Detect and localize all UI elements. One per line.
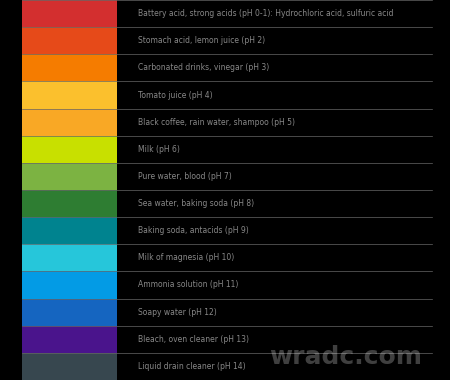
Bar xyxy=(22,326,117,353)
Text: Black coffee, rain water, shampoo (pH 5): Black coffee, rain water, shampoo (pH 5) xyxy=(138,118,295,127)
Text: Liquid drain cleaner (pH 14): Liquid drain cleaner (pH 14) xyxy=(138,362,246,371)
Text: Tomato juice (pH 4): Tomato juice (pH 4) xyxy=(138,90,213,100)
Bar xyxy=(22,109,117,136)
Bar xyxy=(22,271,117,299)
Bar xyxy=(22,0,117,27)
Bar xyxy=(22,217,117,244)
Text: Milk (pH 6): Milk (pH 6) xyxy=(138,145,180,154)
Bar xyxy=(22,299,117,326)
Text: Stomach acid, lemon juice (pH 2): Stomach acid, lemon juice (pH 2) xyxy=(138,36,265,45)
Text: Battery acid, strong acids (pH 0-1): Hydrochloric acid, sulfuric acid: Battery acid, strong acids (pH 0-1): Hyd… xyxy=(138,9,394,18)
Text: Soapy water (pH 12): Soapy water (pH 12) xyxy=(138,308,217,317)
Text: Baking soda, antacids (pH 9): Baking soda, antacids (pH 9) xyxy=(138,226,249,235)
Text: Sea water, baking soda (pH 8): Sea water, baking soda (pH 8) xyxy=(138,199,254,208)
Bar xyxy=(22,54,117,81)
Text: Bleach, oven cleaner (pH 13): Bleach, oven cleaner (pH 13) xyxy=(138,335,249,344)
Bar xyxy=(22,27,117,54)
Bar xyxy=(22,353,117,380)
Bar xyxy=(22,163,117,190)
Text: Carbonated drinks, vinegar (pH 3): Carbonated drinks, vinegar (pH 3) xyxy=(138,63,270,72)
Text: Milk of magnesia (pH 10): Milk of magnesia (pH 10) xyxy=(138,253,234,262)
Bar xyxy=(22,244,117,271)
Text: Pure water, blood (pH 7): Pure water, blood (pH 7) xyxy=(138,172,232,181)
Text: wradc.com: wradc.com xyxy=(269,345,422,369)
Bar xyxy=(22,136,117,163)
Bar xyxy=(22,81,117,109)
Text: Ammonia solution (pH 11): Ammonia solution (pH 11) xyxy=(138,280,238,290)
Bar xyxy=(22,190,117,217)
